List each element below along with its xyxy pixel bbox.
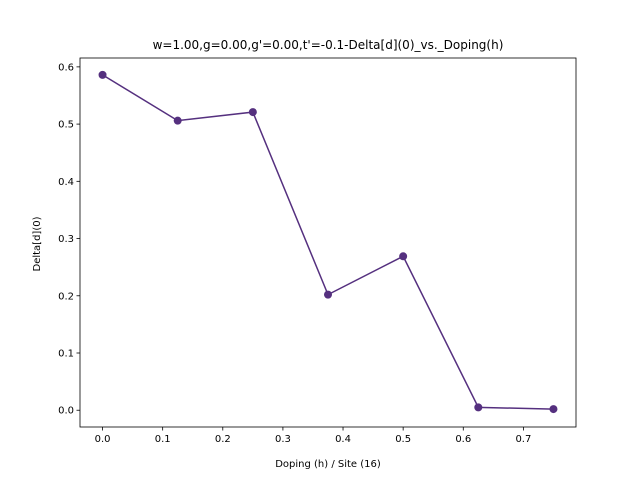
y-tick-label: 0.6 [58,62,74,73]
x-tick-label: 0.4 [335,434,351,445]
data-point [248,108,257,117]
y-tick-label: 0.4 [58,177,74,188]
x-tick-label: 0.0 [95,434,111,445]
x-tick-label: 0.5 [395,434,411,445]
y-tick-label: 0.2 [58,291,74,302]
plot-frame [79,57,577,428]
x-tick-label: 0.2 [215,434,231,445]
y-tick-label: 0.5 [58,120,74,131]
data-point [173,116,182,125]
x-axis-label: Doping (h) / Site (16) [275,459,381,470]
plot-area [79,57,577,428]
y-tick-label: 0.3 [58,234,74,245]
data-point [98,70,107,79]
x-tick-label: 0.3 [275,434,291,445]
y-axis: 0.0 0.1 0.2 0.3 0.4 0.5 0.6 [58,62,80,417]
series-line [102,74,554,410]
data-point [324,290,332,299]
x-tick-label: 0.6 [455,434,471,445]
y-axis-label: Delta[d](0) [32,216,43,271]
x-tick-label: 0.1 [155,434,171,445]
chart-title: w=1.00,g=0.00,g'=0.00,t'=-0.1-Delta[d](0… [153,38,504,52]
data-point [474,403,483,412]
x-tick-label: 0.7 [515,434,531,445]
y-tick-label: 0.0 [58,406,74,417]
x-axis: 0.0 0.1 0.2 0.3 0.4 0.5 0.6 0.7 [95,427,531,445]
y-tick-label: 0.1 [58,349,74,360]
data-point [399,252,408,261]
data-point [549,405,558,414]
series-layer [98,70,558,414]
